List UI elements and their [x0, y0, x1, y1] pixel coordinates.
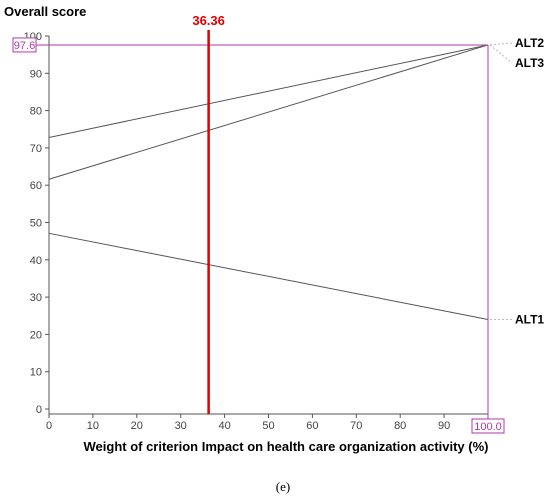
- highlight-guides: 97.6 100.0: [12, 37, 505, 434]
- y-axis-title: Overall score: [4, 4, 86, 19]
- y-tick-label: 90: [30, 68, 42, 80]
- y-tick-label: 60: [30, 180, 42, 192]
- series-label-alt2: ALT2: [515, 36, 544, 50]
- series-label-alt1: ALT1: [515, 312, 544, 326]
- y-tick-label: 80: [30, 106, 42, 118]
- y-tick-label: 40: [30, 255, 42, 267]
- x-axis-ticks: 0 10 20 30 40 50 60 70 80 90: [46, 414, 489, 432]
- x-axis-title: Weight of criterion Impact on health car…: [84, 439, 489, 454]
- x-tick-label: 0: [46, 420, 52, 432]
- x-value-label: 100.0: [474, 421, 502, 433]
- series-line-alt2: [48, 44, 489, 138]
- current-weight-marker: 36.36: [192, 13, 225, 414]
- series-leader-line: [489, 42, 513, 46]
- y-tick-label: 50: [30, 218, 42, 230]
- y-value-box: [12, 37, 37, 53]
- y-tick-label: 30: [30, 292, 42, 304]
- figure-caption: (e): [276, 479, 290, 494]
- x-tick-label: 60: [306, 420, 318, 432]
- x-tick-label: 40: [218, 420, 230, 432]
- series-lines: ALT2 ALT3 ALT1: [48, 36, 544, 326]
- x-tick-label: 20: [131, 420, 143, 432]
- series-label-alt3: ALT3: [515, 56, 544, 70]
- y-tick-label: 70: [30, 143, 42, 155]
- current-weight-label: 36.36: [192, 13, 225, 28]
- x-tick-label: 50: [262, 420, 274, 432]
- y-tick-label: 10: [30, 367, 42, 379]
- x-tick-label: 90: [438, 420, 450, 432]
- series-line-alt3: [48, 44, 489, 180]
- x-value-box: [471, 418, 505, 434]
- x-tick-label: 70: [350, 420, 362, 432]
- y-tick-label: 0: [36, 404, 42, 416]
- x-tick-label: 30: [175, 420, 187, 432]
- series-leader-line: [489, 44, 513, 64]
- y-tick-label: 20: [30, 329, 42, 341]
- series-line-alt1: [48, 232, 489, 320]
- y-value-label: 97.6: [14, 40, 35, 52]
- x-tick-label: 10: [87, 420, 99, 432]
- x-tick-label: 80: [394, 420, 406, 432]
